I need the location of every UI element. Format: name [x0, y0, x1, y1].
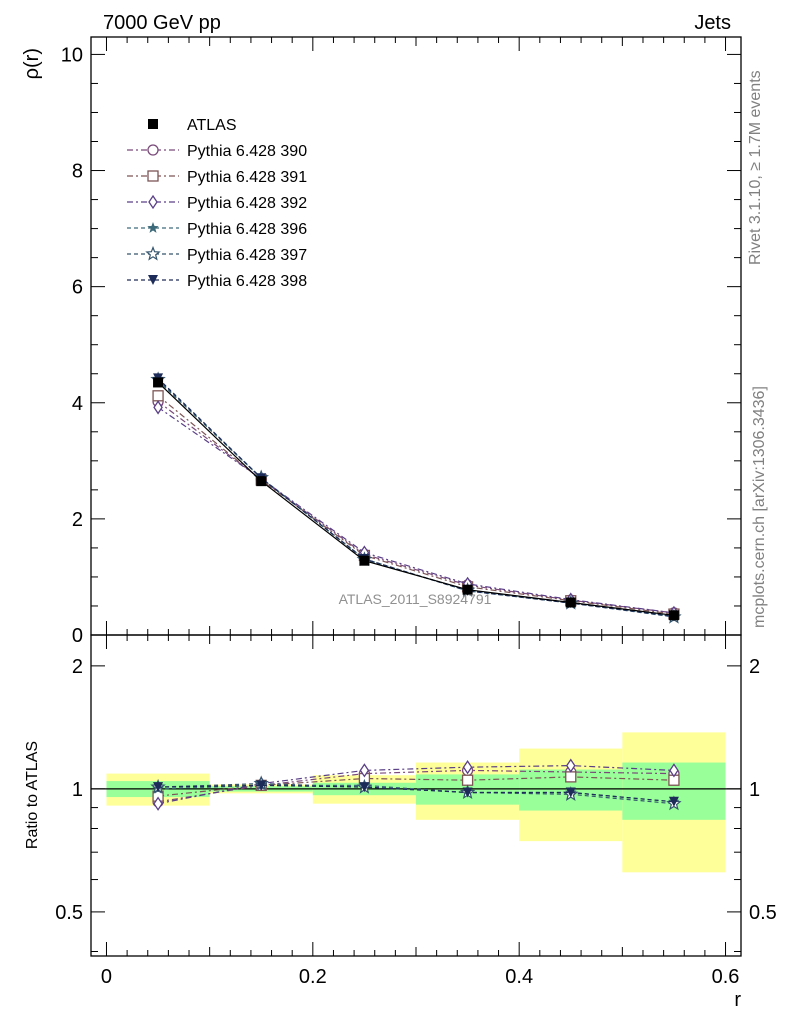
data-point	[152, 390, 164, 402]
plot-marks: 0 0.2 0.4 0.6 0 2 4 6 8 10 0.5 0.5 1 1 2 2	[55, 37, 777, 988]
analysis-label: ATLAS_2011_S8924791	[339, 591, 492, 607]
series-line	[157, 406, 674, 614]
ratio-point	[668, 796, 679, 807]
ratio-y-tick-label: 2	[72, 656, 83, 678]
x-tick-label: 0	[101, 966, 112, 988]
legend: ATLAS Pythia 6.428 390 Pythia 6.428 391 Pyt…	[127, 117, 307, 290]
collision-label: 7000 GeV pp	[103, 12, 221, 34]
ratio-point	[565, 787, 576, 798]
legend-label: Pythia 6.428 396	[187, 221, 307, 238]
legend-marker	[147, 144, 159, 156]
legend-marker	[147, 222, 159, 233]
ratio-series-line	[158, 769, 674, 803]
ratio-point	[565, 771, 577, 783]
ratio-y-tick-label-right: 1	[749, 779, 760, 801]
legend-marker	[148, 194, 158, 210]
ratio-y-axis-label: Ratio to ATLAS	[24, 741, 41, 849]
process-label: Jets	[694, 12, 731, 34]
x-tick-label: 0.6	[712, 966, 740, 988]
series-line	[157, 380, 674, 617]
legend-label: Pythia 6.428 390	[187, 143, 307, 160]
ratio-point	[462, 760, 473, 775]
ratio-point	[153, 796, 163, 811]
y-tick-label: 6	[72, 277, 83, 299]
series-line	[157, 395, 674, 615]
x-axis-label: r	[734, 989, 741, 1011]
data-point	[359, 555, 370, 566]
ratio-point	[359, 782, 370, 793]
ratio-series-line	[158, 782, 674, 805]
data-point	[153, 400, 163, 415]
rivet-version-label: Rivet 3.1.10, ≥ 1.7M events	[747, 70, 764, 265]
y-tick-label: 10	[61, 44, 83, 66]
ratio-point	[256, 780, 267, 791]
data-point	[668, 610, 679, 621]
y-tick-label: 4	[72, 393, 83, 415]
ratio-point	[565, 758, 576, 773]
ratio-y-tick-label: 0.5	[55, 902, 83, 924]
data-point	[462, 584, 473, 595]
legend-label: Pythia 6.428 392	[187, 195, 307, 212]
ratio-y-tick-label: 1	[72, 779, 83, 801]
y-tick-label: 0	[72, 625, 83, 647]
data-point	[153, 377, 164, 388]
legend-marker	[148, 275, 158, 285]
mcplots-url-label: mcplots.cern.ch [arXiv:1306.3436]	[751, 386, 768, 628]
ratio-point	[669, 763, 679, 778]
data-point	[256, 476, 267, 487]
legend-label: Pythia 6.428 397	[187, 247, 307, 264]
ratio-point	[462, 787, 473, 798]
legend-marker	[145, 245, 161, 261]
legend-label: Pythia 6.428 391	[187, 169, 307, 186]
ratio-series-line	[158, 784, 674, 803]
series-line	[157, 379, 674, 618]
legend-label: Pythia 6.428 398	[187, 273, 307, 290]
ratio-point	[359, 763, 370, 778]
y-tick-label: 8	[72, 161, 83, 183]
series-line	[157, 381, 674, 616]
data-point	[565, 597, 576, 608]
x-tick-label: 0.2	[299, 966, 327, 988]
legend-marker	[147, 170, 159, 182]
ratio-series-line	[157, 764, 674, 805]
series-line	[157, 401, 674, 614]
ratio-point	[461, 774, 474, 786]
legend-marker	[148, 119, 158, 129]
ratio-y-tick-label-right: 2	[749, 656, 760, 678]
ratio-point	[153, 782, 164, 793]
ratio-panel	[90, 634, 742, 957]
legend-label: ATLAS	[187, 117, 237, 134]
x-tick-label: 0.4	[505, 966, 533, 988]
ratio-y-tick-label-right: 0.5	[749, 902, 777, 924]
series-line	[157, 377, 674, 617]
main-y-axis-label: ρ(r)	[21, 48, 43, 79]
y-tick-label: 2	[72, 509, 83, 531]
